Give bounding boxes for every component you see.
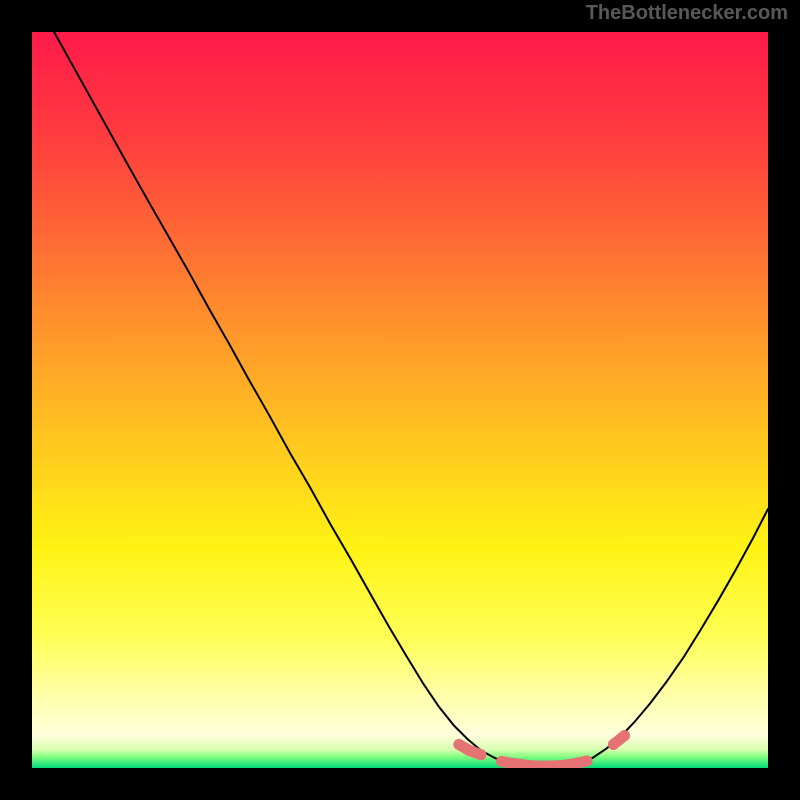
plot-area xyxy=(32,32,768,768)
gradient-background xyxy=(32,32,768,768)
watermark-text: TheBottlenecker.com xyxy=(586,2,788,25)
chart-container: TheBottlenecker.com xyxy=(0,0,800,800)
optimal-point xyxy=(464,745,475,756)
optimal-point xyxy=(496,756,507,767)
optimal-point xyxy=(619,730,630,741)
optimal-point xyxy=(581,756,592,767)
optimal-point xyxy=(608,739,619,750)
optimal-point xyxy=(453,739,464,750)
optimal-point xyxy=(475,749,486,760)
